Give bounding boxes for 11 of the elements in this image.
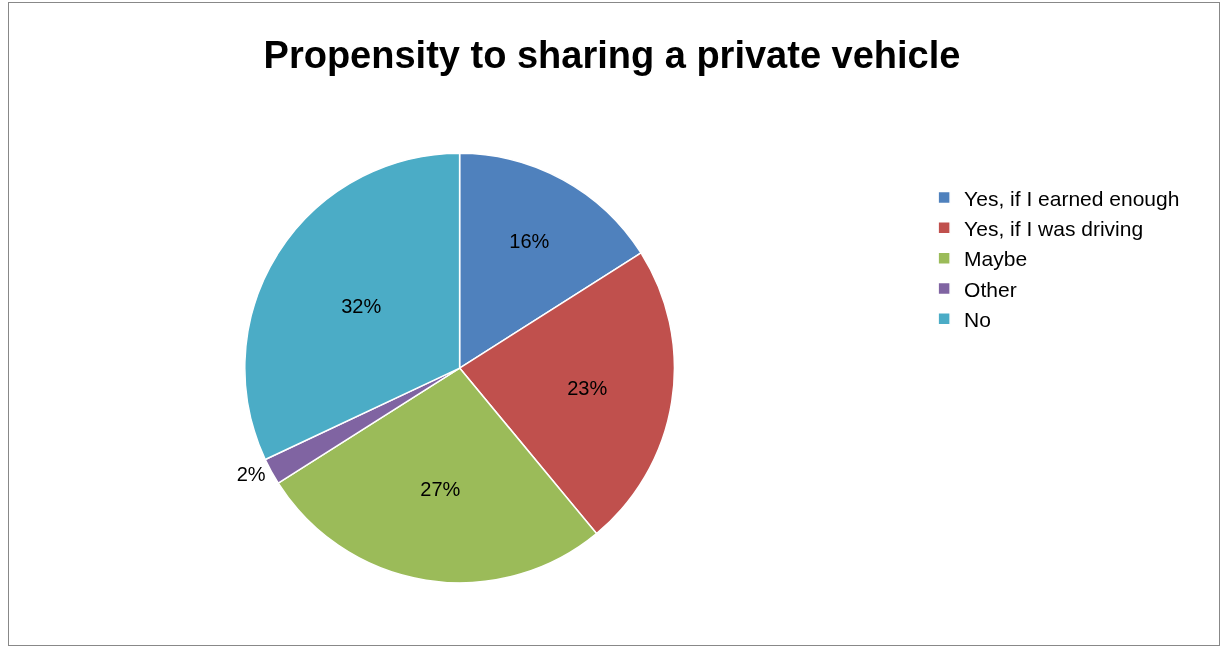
data-label: 27%	[420, 478, 461, 501]
data-label: 16%	[509, 230, 550, 253]
legend-label: No	[964, 307, 991, 331]
data-label: 23%	[567, 377, 608, 400]
legend-label: Yes, if I was driving	[964, 217, 1144, 241]
chart-title: Propensity to sharing a private vehicle	[263, 34, 961, 77]
data-label: 32%	[341, 294, 382, 317]
legend-label: Maybe	[964, 247, 1028, 271]
legend-label: Other	[964, 277, 1017, 301]
data-label: 2%	[236, 463, 266, 486]
legend-label: Yes, if I earned enough	[964, 186, 1180, 210]
